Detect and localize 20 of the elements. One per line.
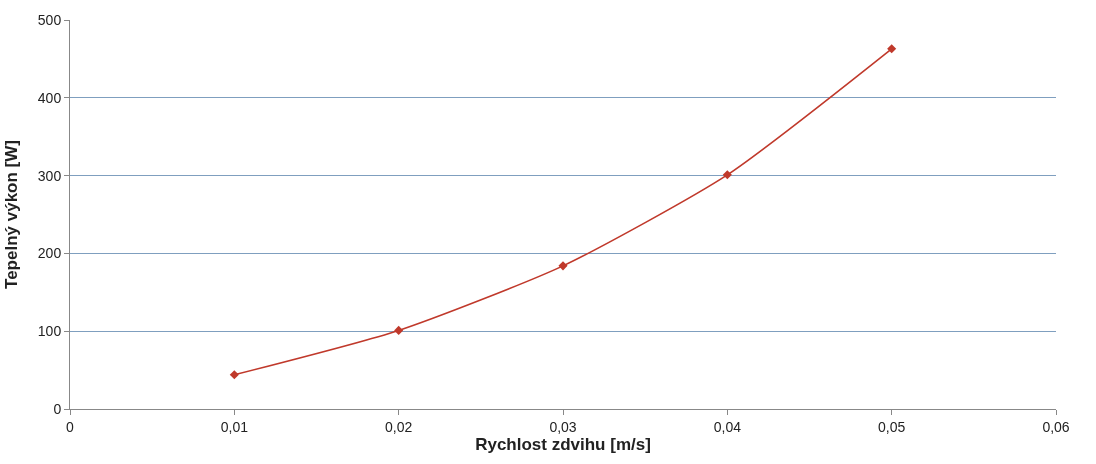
y-tick-label: 200 [37, 245, 62, 262]
y-tick-label: 100 [37, 323, 62, 340]
y-tick-label: 0 [53, 400, 62, 417]
y-tick-label: 300 [37, 167, 62, 184]
x-tick-label: 0,05 [878, 418, 906, 435]
point [558, 261, 568, 271]
x-tick-label: 0 [66, 418, 75, 435]
x-tick-label: 0,03 [549, 418, 577, 435]
x-tick-label: 0,04 [713, 418, 742, 435]
point [394, 325, 404, 335]
point [722, 170, 732, 180]
y-axis-title: Tepelný výkon [W] [2, 140, 22, 289]
y-tick-label: 500 [37, 11, 62, 28]
x-axis-title: Rychlost zdvihu [m/s] [475, 435, 651, 455]
y-tick-label: 400 [37, 89, 62, 106]
x-tick-label: 0,06 [1042, 418, 1070, 435]
x-tick-label: 0,02 [385, 418, 413, 435]
point [887, 44, 897, 54]
point [229, 370, 239, 380]
x-tick-label: 0,01 [220, 418, 249, 435]
